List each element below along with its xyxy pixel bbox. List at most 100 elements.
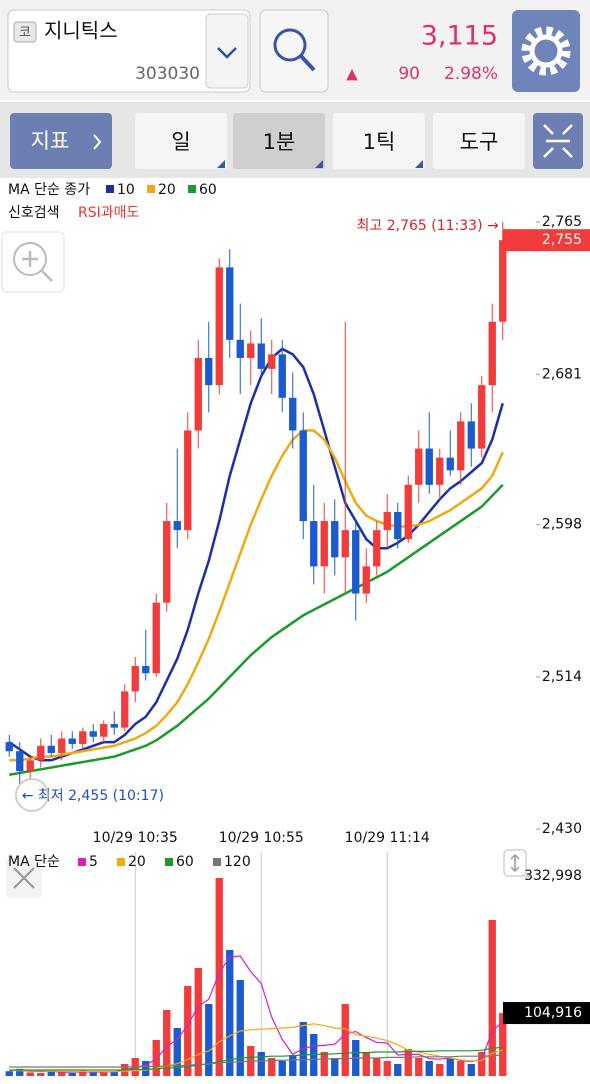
volume-bar bbox=[5, 1071, 13, 1076]
legend-swatch bbox=[117, 858, 125, 866]
candle-body bbox=[68, 738, 76, 744]
zoom-out-icon[interactable] bbox=[15, 778, 49, 812]
volume-ma-line bbox=[9, 1046, 503, 1071]
high-annotation: 최고 2,765 (11:33) → bbox=[357, 218, 499, 234]
volume-bar bbox=[26, 1072, 34, 1076]
settings-gear-ring bbox=[529, 34, 563, 68]
legend-swatch bbox=[213, 858, 221, 866]
tab-corner bbox=[217, 160, 225, 168]
zoom-in-icon bbox=[13, 242, 47, 276]
candle-body bbox=[37, 745, 45, 761]
current-volume-box bbox=[503, 1002, 590, 1025]
stock-code: 303030 bbox=[135, 64, 200, 84]
tab-group: 일 1분 1틱 도구 bbox=[135, 113, 525, 169]
volume-bar bbox=[79, 1070, 87, 1076]
indicator-button[interactable] bbox=[10, 113, 112, 169]
candle-body bbox=[331, 521, 339, 558]
legend-swatch bbox=[78, 858, 86, 866]
tab-button[interactable] bbox=[135, 113, 227, 169]
legend-swatch bbox=[165, 858, 173, 866]
legend-swatch bbox=[147, 185, 155, 193]
legend-label: 5 bbox=[89, 854, 98, 870]
candle-body bbox=[26, 760, 34, 772]
signal-label: 신호검색 bbox=[8, 205, 60, 221]
low-annotation: ← 최저 2,455 (10:17) bbox=[22, 788, 164, 804]
candle-body bbox=[320, 521, 328, 567]
volume-ma-line bbox=[9, 955, 504, 1074]
candle-body bbox=[268, 354, 276, 369]
search-button[interactable] bbox=[259, 9, 329, 93]
tab-label: 1분 bbox=[263, 130, 296, 154]
volume-bar bbox=[278, 1061, 286, 1076]
search-icon bbox=[273, 28, 307, 62]
candle-body bbox=[436, 457, 444, 485]
volume-bar bbox=[499, 1013, 507, 1076]
legend-label: 10 bbox=[117, 182, 135, 198]
candle-body bbox=[289, 397, 297, 431]
signal-name: RSI과매도 bbox=[78, 205, 140, 221]
y-tick-label: 2,598 bbox=[542, 517, 582, 533]
settings-button[interactable] bbox=[512, 10, 580, 92]
candle-body bbox=[488, 321, 496, 386]
legend-label: 60 bbox=[176, 854, 194, 870]
market-label: 코 bbox=[19, 26, 31, 41]
change-percent: 2.98% bbox=[444, 64, 498, 84]
volume-bar bbox=[47, 1071, 55, 1076]
candle-body bbox=[121, 691, 129, 728]
candle-body bbox=[478, 385, 486, 449]
x-tick-label: 10/29 10:55 bbox=[219, 830, 304, 846]
tab-label: 1틱 bbox=[363, 130, 396, 154]
ma-legend-title: MA 단순 종가 bbox=[8, 182, 90, 198]
candle-body bbox=[415, 448, 423, 485]
volume-bar bbox=[457, 1061, 465, 1076]
candle-body bbox=[236, 339, 244, 358]
current-price-label: 2,755 bbox=[542, 232, 582, 248]
current-price-box bbox=[503, 229, 590, 252]
tab-button[interactable] bbox=[333, 113, 425, 169]
tab-button[interactable] bbox=[433, 113, 525, 169]
volume-bar bbox=[37, 1073, 45, 1076]
candle-body bbox=[425, 448, 433, 485]
stock-selector[interactable] bbox=[7, 9, 251, 93]
candle-body bbox=[5, 742, 13, 752]
volume-legend-title: MA 단순 bbox=[8, 854, 60, 870]
zoom-in-button[interactable] bbox=[1, 231, 65, 293]
volume-bar bbox=[173, 1028, 181, 1076]
legend-label: 60 bbox=[199, 182, 217, 198]
candle-body bbox=[205, 357, 213, 386]
volume-bar bbox=[226, 950, 234, 1076]
legend-swatch bbox=[188, 185, 196, 193]
candle-body bbox=[47, 745, 55, 754]
legend-label: 120 bbox=[224, 854, 251, 870]
candle-body bbox=[131, 666, 139, 692]
candle-body bbox=[16, 751, 24, 772]
volume-bar bbox=[488, 920, 496, 1076]
candle-body bbox=[89, 731, 97, 737]
candle-body bbox=[79, 731, 87, 744]
volume-bar bbox=[89, 1072, 97, 1076]
volume-bar bbox=[436, 1064, 444, 1076]
candle-body bbox=[394, 512, 402, 540]
volume-ma-line bbox=[9, 1054, 503, 1068]
candle-body bbox=[215, 267, 223, 386]
candle-body bbox=[142, 666, 150, 674]
volume-bar bbox=[205, 1004, 213, 1076]
volume-bar bbox=[215, 878, 223, 1076]
y-tick-label: 2,681 bbox=[542, 366, 582, 382]
tab-button[interactable] bbox=[233, 113, 325, 169]
candle-body bbox=[467, 421, 475, 449]
volume-bar bbox=[373, 1058, 381, 1076]
volume-bar bbox=[331, 1058, 339, 1076]
volume-bar bbox=[194, 968, 202, 1076]
market-badge bbox=[13, 21, 37, 43]
y-tick-label: 2,765 bbox=[542, 214, 582, 230]
legend-label: 20 bbox=[158, 182, 176, 198]
volume-bar bbox=[110, 1071, 118, 1076]
chart-layer: 2,765 2,681 2,598 2,514 2,430 10/29 10:35 10/2… bbox=[5, 182, 590, 1080]
candle-body bbox=[352, 530, 360, 594]
volume-bar bbox=[289, 1055, 297, 1076]
tab-corner bbox=[415, 160, 423, 168]
candle-body bbox=[383, 512, 391, 531]
tab-label: 일 bbox=[171, 130, 190, 154]
dropdown-button[interactable] bbox=[205, 13, 249, 89]
